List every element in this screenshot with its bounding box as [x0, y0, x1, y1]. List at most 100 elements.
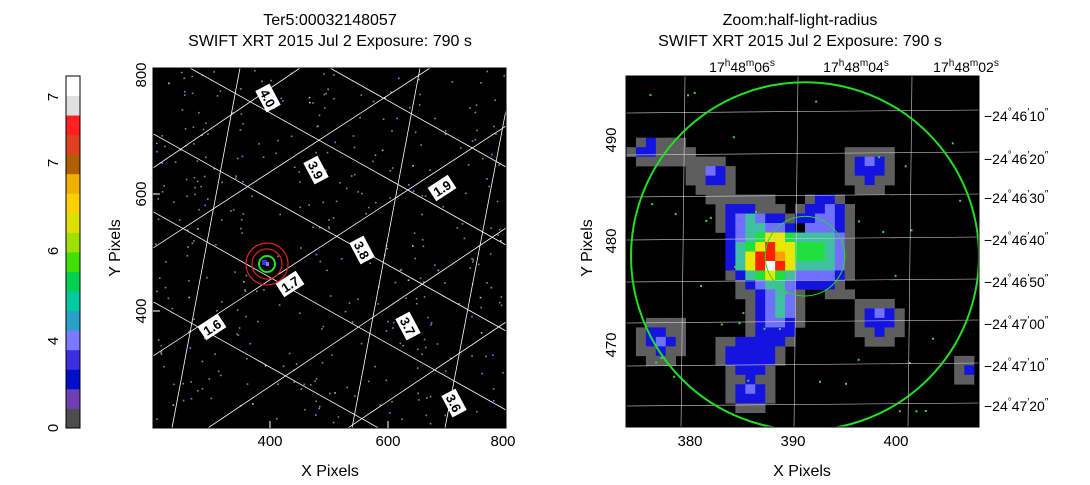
photon-dot [709, 216, 712, 219]
heatmap-cell [635, 147, 647, 157]
heatmap-cell [884, 156, 895, 167]
grid-label-4-0: 4.0 [255, 83, 281, 113]
heatmap-cell [765, 336, 776, 347]
heatmap-cell [755, 223, 766, 233]
heatmap-cell [675, 346, 686, 357]
photon-event [236, 333, 238, 335]
photon-event [423, 338, 426, 341]
photon-event [421, 194, 424, 197]
heatmap-cell [775, 260, 786, 271]
colorbar-cell [66, 193, 80, 214]
heatmap-cell [775, 355, 786, 366]
heatmap-cell [655, 346, 667, 357]
heatmap-cell [814, 270, 826, 281]
photon-dot [857, 220, 860, 223]
heatmap-cell [844, 232, 855, 243]
photon-event [333, 74, 335, 76]
photon-event [367, 206, 370, 209]
photon-event [394, 281, 397, 284]
left-chart-title: Ter5:00032148057 [263, 12, 397, 29]
photon-dot [660, 357, 663, 359]
photon-event [219, 90, 222, 92]
photon-dot [734, 266, 737, 268]
photon-event [492, 354, 494, 356]
photon-event [165, 261, 167, 263]
photon-event [497, 234, 499, 237]
right-x-tick-label: 400 [883, 433, 908, 450]
photon-event [310, 384, 312, 386]
photon-event [333, 97, 335, 100]
colorbar-frame [65, 75, 81, 429]
heatmap-cell [775, 346, 786, 357]
photon-event [188, 330, 190, 333]
heatmap-cell [735, 242, 746, 252]
photon-event [402, 344, 404, 347]
heatmap-cell [715, 223, 726, 233]
heatmap-cell [785, 242, 796, 252]
photon-event [374, 365, 376, 368]
photon-event [184, 128, 187, 130]
dec-label: −24°46′40″ [984, 231, 1049, 248]
photon-dot [924, 410, 927, 412]
heatmap-cell [735, 251, 746, 262]
photon-event [323, 93, 326, 96]
photon-event [491, 153, 493, 156]
heatmap-cell [665, 346, 677, 357]
photon-event [240, 88, 242, 90]
photon-event [221, 301, 223, 303]
photon-event [156, 418, 158, 420]
heatmap-cell [834, 289, 846, 300]
heatmap-cell [884, 308, 895, 319]
heatmap-cell [755, 213, 766, 224]
heatmap-cell [765, 204, 776, 214]
heatmap-cell [864, 336, 875, 347]
photon-event [414, 257, 416, 260]
heatmap-cell [635, 327, 647, 338]
photon-event [318, 114, 321, 117]
grid-line [793, 76, 799, 427]
dec-labels: −24°46′10″ −24°46′20″ −24°46′30″ −24°46′40″… [984, 107, 1049, 414]
photon-event [213, 71, 215, 73]
svg-text:3.9: 3.9 [305, 159, 327, 182]
heatmap-cell [874, 308, 885, 319]
photon-event [480, 332, 483, 334]
colorbar-tick-label: 0 [45, 424, 62, 432]
heatmap-cell [655, 147, 667, 157]
photon-event [329, 392, 331, 395]
heatmap-cell [814, 279, 826, 290]
right-x-axis-label: X Pixels [773, 463, 831, 480]
photon-event [221, 219, 223, 221]
heatmap-cell [795, 213, 806, 224]
heatmap-cell [725, 393, 736, 404]
photon-event [262, 156, 265, 158]
photon-event [353, 173, 356, 176]
photon-event [396, 117, 398, 120]
heatmap-cell [804, 270, 816, 281]
photon-event [205, 156, 207, 159]
heatmap-cell [685, 156, 696, 167]
heatmap-cell [785, 279, 796, 290]
photon-event [318, 407, 320, 410]
heatmap-cell [715, 336, 726, 347]
photon-event [319, 405, 321, 408]
photon-event [407, 279, 410, 281]
photon-event [385, 379, 388, 382]
photon-event [353, 146, 356, 149]
photon-event [352, 135, 355, 137]
heatmap-cell [864, 175, 875, 186]
heatmap-cell [824, 223, 836, 233]
grid-line [907, 76, 913, 427]
grid-line [329, 68, 506, 168]
photon-event [183, 94, 186, 96]
heatmap-cell [824, 194, 836, 205]
photon-event [419, 277, 422, 280]
heatmap-cell [814, 232, 826, 243]
photon-dot [857, 358, 860, 361]
heatmap-cell [765, 242, 776, 252]
photon-event [471, 315, 473, 318]
left-x-tick-label: 800 [490, 433, 515, 450]
heatmap-cell [824, 260, 836, 271]
photon-dot [951, 142, 954, 145]
heatmap-cell [765, 289, 776, 300]
photon-event [237, 309, 239, 311]
